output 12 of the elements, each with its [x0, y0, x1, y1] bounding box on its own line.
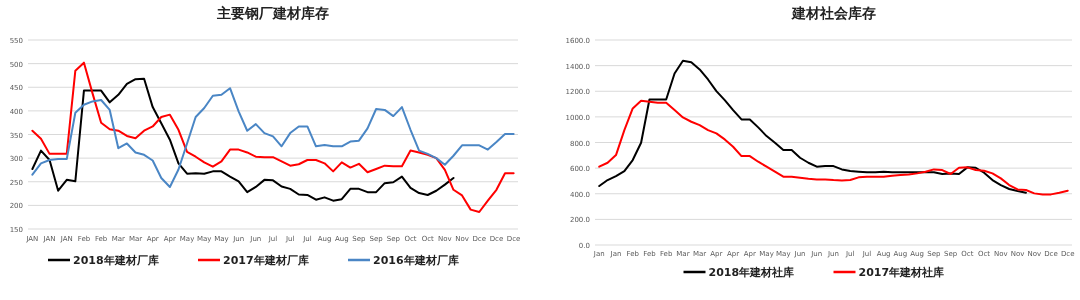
- line-series: [598, 99, 1069, 196]
- chart-title: 主要钢厂建材库存: [216, 5, 329, 21]
- line-series: [598, 59, 1027, 194]
- legend-label: 2017年建材厂库: [223, 254, 309, 267]
- line-series: [31, 77, 455, 202]
- legend-label: 2016年建材厂库: [373, 254, 459, 267]
- legend-label: 2018年建材社库: [708, 266, 795, 279]
- chart-title: 建材社会库存: [790, 5, 876, 21]
- legend-label: 2018年建材厂库: [73, 254, 159, 267]
- line-series: [31, 61, 515, 213]
- legend-label: 2017年建材社库: [858, 266, 945, 279]
- line-series: [31, 87, 515, 188]
